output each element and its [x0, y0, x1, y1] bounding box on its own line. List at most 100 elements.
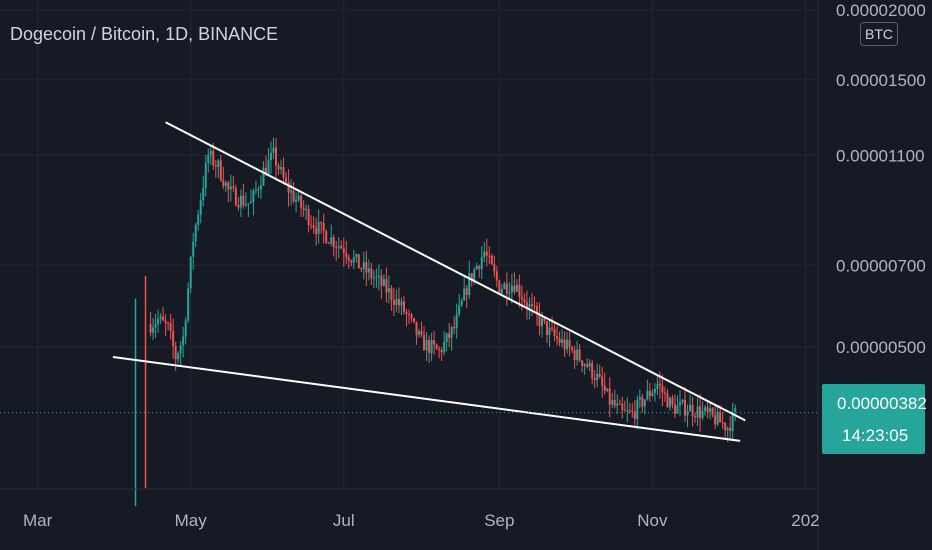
- candle-body: [325, 231, 328, 243]
- candle-body: [691, 404, 694, 417]
- candle-body: [347, 257, 350, 261]
- candle-body: [423, 334, 426, 351]
- candle-body: [365, 262, 368, 273]
- candle-body: [558, 338, 561, 344]
- candle-body: [473, 269, 476, 281]
- candle-body: [350, 260, 353, 263]
- candle-body: [232, 186, 235, 189]
- candle-body: [360, 268, 363, 270]
- trendlines: [112, 121, 746, 442]
- candle-body: [382, 279, 385, 286]
- candle-body: [711, 408, 714, 416]
- candle-body: [603, 385, 606, 391]
- candle-body: [668, 397, 671, 408]
- last-price-value: 0.00000382: [837, 394, 927, 413]
- candle-body: [428, 339, 431, 353]
- candle-body: [563, 339, 566, 350]
- candle-body: [613, 400, 616, 406]
- candle-body: [568, 339, 571, 348]
- candle-body: [661, 385, 664, 393]
- candle-body: [184, 320, 187, 337]
- candle-body: [275, 147, 278, 166]
- candle-body: [503, 283, 506, 289]
- candle-body: [149, 323, 152, 333]
- candle-body: [174, 346, 177, 360]
- candle-body: [538, 313, 541, 327]
- candle-body: [631, 410, 634, 412]
- candle-body: [676, 405, 679, 414]
- candle-body: [435, 344, 438, 349]
- candle-body: [355, 254, 358, 258]
- price-axis[interactable]: 0.00000500 0.00000700 0.00001100 0.00001500…: [836, 1, 926, 357]
- candle-body: [375, 276, 378, 278]
- candle-body: [222, 180, 225, 187]
- candle-body: [578, 349, 581, 361]
- candle-body: [681, 399, 684, 403]
- candle-body: [596, 373, 599, 381]
- candle-body: [322, 223, 325, 232]
- candle-body: [290, 190, 293, 193]
- chart-title: Dogecoin / Bitcoin, 1D, BINANCE: [10, 24, 279, 44]
- candle-body: [731, 411, 734, 431]
- candle-body: [307, 209, 310, 226]
- candle-body: [162, 316, 165, 321]
- candle-body: [633, 411, 636, 420]
- candle-body: [500, 288, 503, 294]
- candle-body: [453, 327, 456, 329]
- candle-body: [463, 288, 466, 301]
- candle-body: [249, 201, 252, 204]
- candle-body: [460, 300, 463, 306]
- candle-body: [277, 165, 280, 170]
- candle-body: [448, 333, 451, 338]
- candle-body: [400, 301, 403, 306]
- candle-body: [227, 182, 230, 190]
- bar-countdown: 14:23:05: [842, 426, 909, 445]
- candle-body: [686, 411, 689, 416]
- time-tick-label: 202: [791, 511, 819, 530]
- candle-body: [312, 225, 315, 228]
- candle-body: [490, 255, 493, 265]
- candle-body: [209, 150, 212, 156]
- candle-body: [157, 318, 160, 324]
- candle-body: [395, 298, 398, 305]
- trendline: [112, 356, 741, 442]
- candle-body: [533, 305, 536, 307]
- candle-body: [623, 409, 626, 411]
- candle-body: [152, 327, 155, 333]
- candle-body: [458, 305, 461, 315]
- candle-body: [214, 165, 217, 167]
- candle-body: [340, 245, 343, 249]
- candle-body: [390, 288, 393, 300]
- candle-body: [663, 392, 666, 394]
- candle-body: [551, 327, 554, 329]
- candle-body: [224, 182, 227, 187]
- candle-body: [701, 410, 704, 418]
- candle-body: [468, 273, 471, 296]
- candle-body: [154, 323, 157, 328]
- candle-body: [478, 265, 481, 269]
- time-tick-label: Nov: [637, 511, 668, 530]
- candle-body: [392, 299, 395, 305]
- time-axis[interactable]: Mar May Jul Sep Nov 202: [0, 0, 820, 550]
- candle-body: [561, 339, 564, 344]
- candle-body: [724, 422, 727, 431]
- candle-body: [493, 264, 496, 272]
- candle-body: [295, 199, 298, 202]
- candle-body: [267, 160, 270, 175]
- candle-body: [357, 254, 360, 269]
- candle-body: [320, 221, 323, 224]
- candle-body: [302, 207, 305, 210]
- candle-body: [352, 257, 355, 263]
- candle-body: [586, 364, 589, 368]
- currency-badge[interactable]: BTC: [860, 22, 898, 46]
- candle-body: [546, 321, 549, 336]
- candle-body: [651, 392, 654, 396]
- candle-body: [387, 288, 390, 293]
- candle-body: [202, 187, 205, 200]
- candle-body: [485, 251, 488, 256]
- price-tick-label: 0.00000500: [836, 338, 926, 357]
- candle-body: [335, 247, 338, 249]
- candle-body: [418, 331, 421, 336]
- candle-body: [648, 390, 651, 396]
